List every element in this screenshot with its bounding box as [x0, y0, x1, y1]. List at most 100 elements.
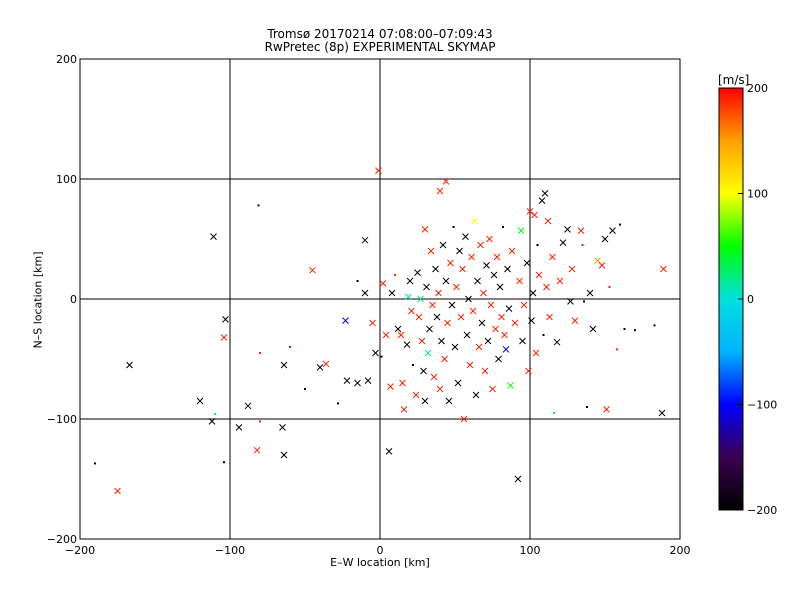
- data-point-cross: [517, 227, 525, 234]
- data-point-cross: [528, 317, 535, 324]
- data-point-cross: [495, 355, 502, 363]
- data-point-cross: [114, 487, 121, 495]
- data-point-cross: [571, 317, 579, 324]
- data-point-cross: [382, 331, 390, 339]
- data-point-cross: [501, 331, 508, 339]
- data-point-cross: [415, 313, 423, 321]
- data-point-cross: [388, 289, 396, 297]
- data-point-cross: [429, 301, 436, 309]
- data-point-cross: [385, 448, 393, 455]
- data-point-cross: [361, 236, 369, 244]
- data-point-cross: [342, 317, 349, 324]
- data-point-cross: [658, 409, 666, 417]
- data-point-cross: [463, 331, 471, 339]
- data-point-cross: [322, 360, 330, 368]
- data-point-cross: [210, 233, 217, 240]
- x-tick-label: 0: [377, 544, 384, 557]
- data-point-cross: [387, 383, 394, 390]
- data-point-cross: [126, 361, 133, 369]
- y-tick-label: 200: [56, 53, 77, 66]
- x-tick-label: −200: [65, 544, 95, 557]
- data-point-cross: [403, 341, 411, 348]
- data-point-cross: [525, 367, 532, 375]
- data-point-dot: [356, 280, 359, 282]
- data-point-cross: [421, 226, 429, 233]
- data-point-cross: [520, 301, 528, 309]
- data-point-dot: [223, 461, 225, 464]
- data-point-cross: [438, 337, 445, 345]
- data-point-dot: [214, 413, 216, 416]
- data-point-cross: [451, 343, 459, 351]
- data-point-cross: [280, 451, 288, 459]
- data-point-cross: [316, 364, 324, 371]
- data-point-dot: [653, 324, 656, 327]
- data-point-cross: [222, 316, 229, 323]
- data-point-cross: [549, 253, 556, 261]
- data-point-cross: [309, 266, 316, 274]
- data-point-cross: [436, 385, 444, 393]
- data-point-cross: [399, 379, 406, 387]
- data-point-cross: [474, 277, 481, 285]
- data-point-cross: [523, 259, 531, 267]
- data-point-cross: [448, 301, 456, 309]
- data-point-cross: [505, 305, 513, 312]
- data-point-cross: [472, 391, 480, 399]
- data-point-cross: [502, 346, 510, 353]
- data-point-dot: [634, 329, 636, 332]
- data-point-cross: [507, 382, 514, 389]
- data-point-cross: [481, 367, 489, 375]
- data-point-cross: [504, 265, 511, 273]
- colorbar-tick-label: −100: [747, 399, 777, 412]
- data-point-cross: [196, 397, 204, 405]
- data-point-cross: [417, 295, 424, 303]
- data-point-cross: [544, 217, 552, 225]
- data-point-cross: [361, 289, 369, 297]
- data-point-cross: [589, 325, 597, 333]
- data-point-dot: [586, 406, 588, 408]
- data-point-cross: [532, 349, 540, 357]
- data-point-cross: [460, 415, 468, 423]
- grid-lines: [80, 59, 680, 539]
- data-point-cross: [414, 269, 421, 276]
- data-point-dot: [289, 346, 291, 348]
- y-tick-label: −200: [47, 533, 77, 546]
- data-point-cross: [543, 283, 550, 291]
- colorbar-tick-label: 0: [747, 293, 754, 306]
- data-point-cross: [426, 325, 433, 333]
- data-point-cross: [564, 226, 571, 233]
- data-point-cross: [466, 361, 474, 369]
- data-point-cross: [235, 424, 243, 431]
- data-point-cross: [406, 277, 414, 285]
- data-point-cross: [486, 235, 493, 243]
- x-tick-label: 100: [520, 544, 541, 557]
- data-point-dot: [452, 226, 455, 228]
- data-point-cross: [526, 208, 534, 215]
- data-point-cross: [418, 337, 426, 345]
- data-point-cross: [553, 338, 561, 346]
- data-point-cross: [420, 367, 427, 375]
- data-point-dot: [94, 462, 96, 465]
- data-point-cross: [220, 334, 228, 341]
- data-point-dot: [337, 402, 339, 405]
- x-axis-ticks: −200 −100 0 100 200: [65, 59, 691, 557]
- data-point-cross: [496, 283, 504, 291]
- data-point-cross: [535, 271, 543, 279]
- data-point-dot: [619, 223, 621, 226]
- data-point-cross: [424, 349, 432, 357]
- data-point-cross: [453, 283, 460, 291]
- y-tick-label: 100: [56, 173, 77, 186]
- data-point-cross: [493, 253, 501, 261]
- data-point-cross: [538, 197, 546, 204]
- y-axis-ticks: −200 −100 0 100 200: [47, 53, 680, 546]
- data-point-cross: [459, 265, 466, 273]
- data-point-dot: [542, 334, 545, 336]
- data-point-cross: [454, 379, 462, 387]
- data-point-cross: [433, 313, 441, 321]
- data-point-dot: [257, 204, 260, 207]
- data-point-cross: [369, 319, 376, 327]
- data-point-cross: [445, 397, 453, 405]
- y-tick-label: 0: [70, 293, 77, 306]
- data-point-cross: [280, 361, 288, 369]
- data-point-cross: [586, 289, 594, 297]
- data-point-cross: [457, 313, 465, 321]
